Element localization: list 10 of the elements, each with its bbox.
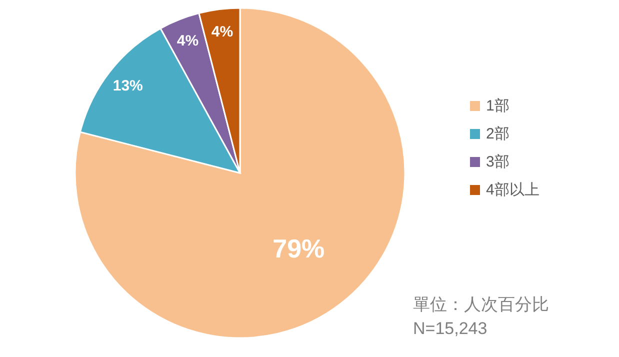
- data-label: 79%: [272, 234, 325, 264]
- text: 單位：人次百分比: [413, 295, 549, 314]
- legend-label: 4部以上: [486, 182, 540, 198]
- data-label: 13%: [112, 78, 143, 95]
- data-label: 4%: [211, 24, 234, 41]
- legend-label: 3部: [486, 154, 510, 170]
- data-label: 4%: [176, 32, 199, 50]
- legend-label: 2部: [486, 126, 510, 142]
- legend-label: 1部: [486, 98, 510, 114]
- text: N=15,243: [413, 319, 488, 338]
